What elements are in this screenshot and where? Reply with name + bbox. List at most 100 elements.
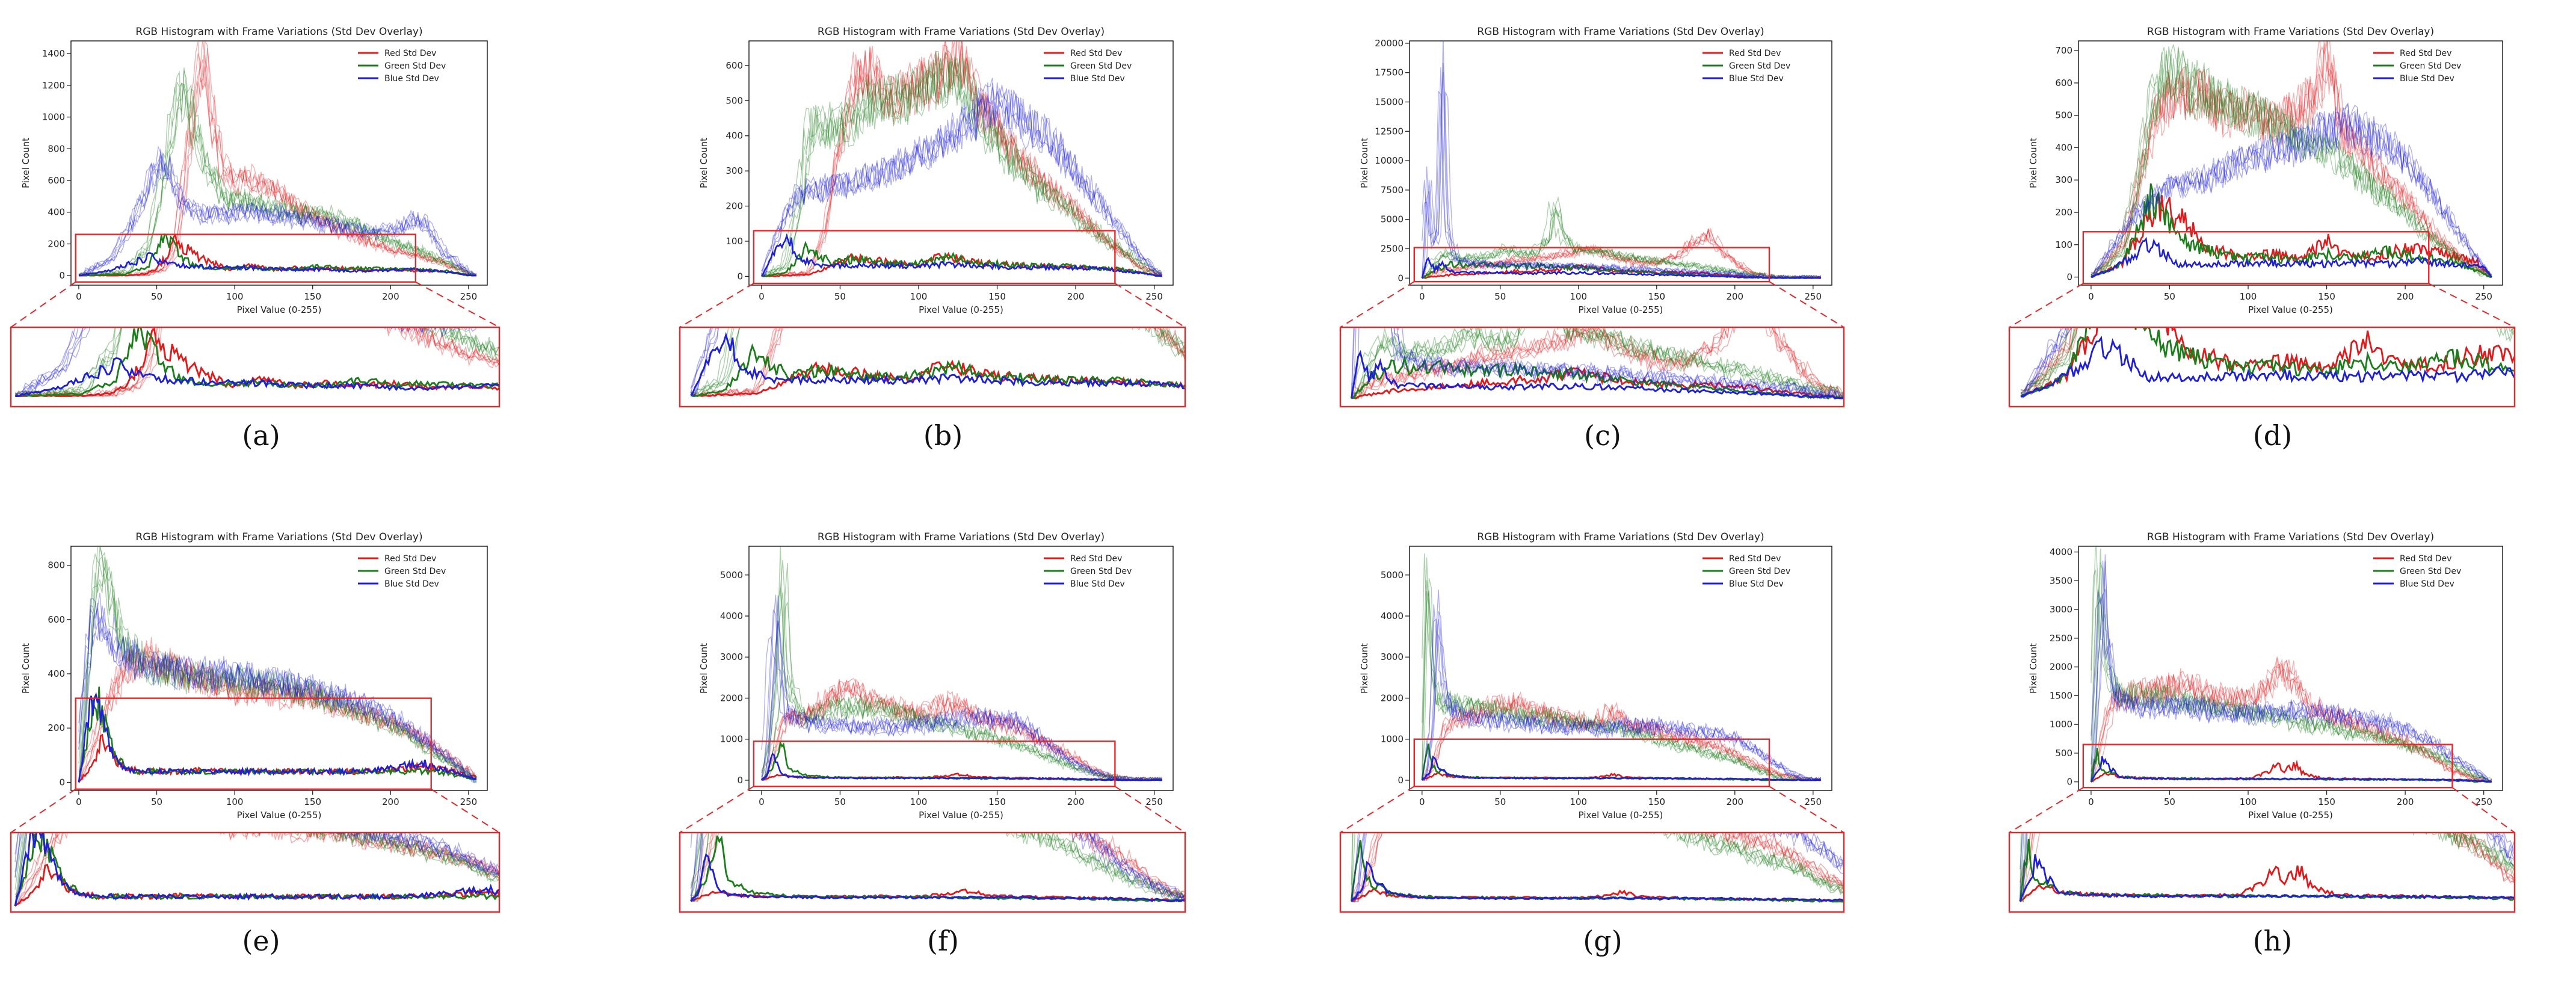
frame-variation-line-green	[761, 563, 1163, 781]
std-dev-line-blue	[690, 853, 1185, 902]
y-tick-label: 3500	[2050, 575, 2072, 586]
frame-variation-line-red	[78, 42, 476, 277]
y-tick-label: 5000	[720, 570, 743, 581]
frame-variation-line-red	[14, 833, 499, 896]
x-tick-label: 150	[304, 797, 321, 807]
zoom-connector-right	[2451, 787, 2515, 833]
frame-variation-line-green	[78, 546, 477, 781]
frame-variation-line-green	[1351, 327, 1844, 399]
y-axis-label: Pixel Count	[20, 138, 31, 188]
y-tick-label: 12500	[1375, 126, 1404, 137]
frame-variation-line-red	[690, 833, 1185, 902]
legend-label: Red Std Dev	[2400, 49, 2451, 58]
frame-variation-line-green	[14, 327, 499, 398]
std-dev-line-blue	[1351, 860, 1844, 902]
frame-variation-line-red	[14, 327, 499, 397]
frame-variation-line-green	[1422, 209, 1822, 279]
frame-variation-line-green	[2021, 327, 2515, 395]
x-tick-label: 0	[2088, 291, 2094, 302]
frame-variation-line-blue	[761, 621, 1163, 781]
y-tick-label: 1000	[1381, 734, 1404, 745]
zoom-region-box	[753, 740, 1116, 787]
zoom-connector-right	[1114, 283, 1186, 328]
y-tick-label: 0	[1397, 775, 1404, 786]
frame-variation-line-green	[1351, 327, 1844, 399]
x-axis-label: Pixel Value (0-255)	[237, 810, 322, 821]
std-dev-line-blue	[760, 752, 1162, 781]
frame-variation-line-green	[2091, 46, 2492, 278]
frame-variation-line-red	[14, 327, 499, 397]
frame-variation-line-green	[14, 833, 499, 882]
zoom-plot-area	[14, 327, 499, 398]
plot-area	[760, 41, 1163, 277]
std-dev-line-blue	[2091, 236, 2492, 278]
y-tick-label: 300	[2055, 174, 2072, 185]
frame-variation-line-green	[1351, 833, 1844, 893]
y-tick-label: 20000	[1375, 38, 1404, 49]
y-tick-label: 600	[726, 60, 743, 71]
frame-variation-line-red	[2091, 662, 2492, 783]
frame-variation-line-red	[691, 833, 1185, 902]
frame-variation-line-red	[78, 645, 477, 783]
x-tick-label: 0	[759, 291, 765, 302]
legend-label: Red Std Dev	[1729, 554, 1781, 564]
legend-label: Blue Std Dev	[1729, 579, 1784, 589]
frame-variation-line-red	[2091, 41, 2492, 278]
frame-variation-line-green	[761, 602, 1162, 781]
frame-variation-line-blue	[1351, 833, 1844, 898]
y-axis-label: Pixel Count	[20, 643, 31, 694]
y-tick-label: 200	[726, 201, 743, 212]
frame-variation-line-green	[2021, 327, 2515, 398]
frame-variation-line-green	[1422, 590, 1821, 781]
legend-label: Red Std Dev	[384, 49, 436, 58]
std-dev-line-green	[761, 241, 1162, 277]
x-tick-label: 200	[382, 291, 399, 302]
frame-variation-line-green	[78, 557, 477, 783]
axes-frame	[2078, 40, 2503, 286]
y-tick-label: 0	[59, 777, 65, 787]
frame-variation-line-blue	[1422, 67, 1821, 279]
frame-variation-line-red	[2021, 327, 2515, 398]
frame-variation-line-blue	[1422, 90, 1822, 279]
zoom-connector-right	[1769, 281, 1844, 328]
legend-label: Blue Std Dev	[2400, 74, 2454, 84]
frame-variation-line-blue	[761, 78, 1162, 277]
x-tick-label: 0	[1419, 291, 1425, 302]
std-dev-line-red	[2091, 195, 2492, 278]
frame-variation-line-red	[1351, 833, 1844, 902]
frame-variation-line-green	[1351, 833, 1844, 902]
frame-variation-line-green	[1422, 578, 1822, 781]
std-dev-line-blue	[2020, 336, 2515, 398]
frame-variation-line-green	[78, 70, 477, 277]
x-tick-label: 150	[2318, 797, 2335, 807]
frame-variation-line-blue	[78, 598, 477, 779]
chart-title: RGB Histogram with Frame Variations (Std…	[1477, 26, 1764, 38]
frame-variation-line-green	[690, 833, 1185, 901]
x-tick-label: 250	[1145, 797, 1163, 807]
x-tick-label: 150	[988, 797, 1006, 807]
y-axis-label: Pixel Count	[698, 138, 709, 188]
zoom-connector-right	[431, 788, 500, 833]
legend-label: Green Std Dev	[2400, 567, 2461, 576]
plot-area	[2091, 41, 2492, 278]
y-tick-label: 600	[2055, 78, 2072, 88]
frame-variation-line-blue	[2091, 554, 2492, 783]
x-tick-label: 200	[382, 797, 399, 807]
frame-variation-line-blue	[690, 833, 1185, 902]
legend-label: Blue Std Dev	[384, 74, 439, 84]
std-dev-line-green	[690, 835, 1185, 902]
frame-variation-line-green	[1351, 833, 1844, 902]
frame-variation-line-green	[1351, 327, 1844, 399]
y-tick-label: 200	[48, 238, 65, 249]
frame-variation-line-green	[690, 327, 1185, 394]
frame-variation-line-blue	[78, 156, 477, 276]
legend-label: Blue Std Dev	[1729, 74, 1784, 84]
frame-variation-line-red	[78, 643, 477, 783]
x-tick-label: 50	[1494, 291, 1506, 302]
frame-variation-line-green	[2091, 562, 2492, 783]
frame-variation-line-blue	[2091, 104, 2492, 277]
frame-variation-line-red	[2020, 327, 2515, 395]
panel-caption: (b)	[923, 419, 963, 452]
x-tick-label: 200	[2397, 291, 2414, 302]
frame-variation-line-red	[761, 41, 1163, 277]
